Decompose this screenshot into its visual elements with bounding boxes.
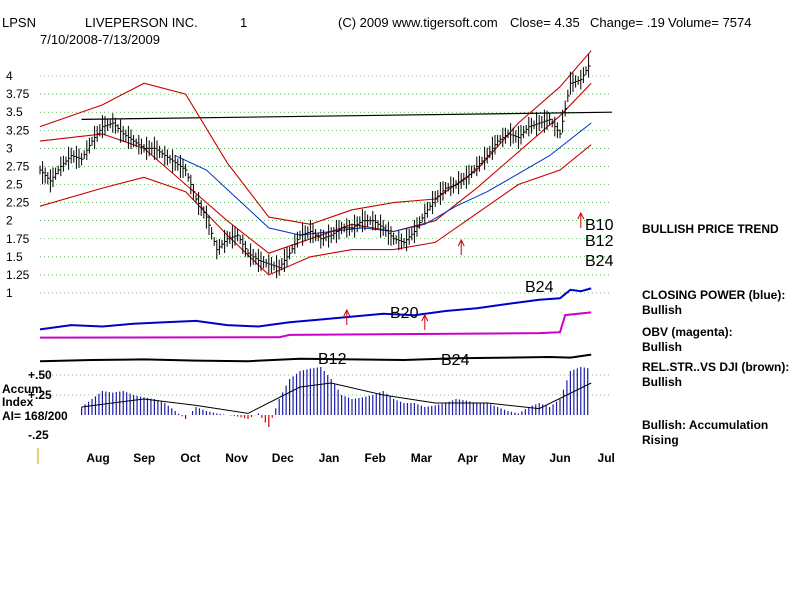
- signal-arrow-head: [457, 238, 465, 247]
- moving-average-line: [174, 122, 592, 236]
- signal-label: B24: [525, 279, 554, 296]
- rel-strength-line: [39, 353, 592, 363]
- price-trend-label: BULLISH PRICE TREND: [642, 222, 779, 236]
- price-tick-label: 1.75: [6, 232, 30, 246]
- signal-label: B24: [585, 253, 614, 270]
- price-tick-label: 2.5: [6, 178, 23, 192]
- lower-band: [39, 144, 592, 276]
- x-axis-label: Sep: [133, 451, 155, 465]
- panel-number: 1: [240, 15, 248, 30]
- copyright: (C) 2009 www.tigersoft.com: [338, 15, 498, 30]
- accum-status: Bullish: Accumulation Rising: [642, 418, 769, 447]
- signal-label: B20: [390, 305, 419, 322]
- accum-tick-label: -.25: [28, 428, 49, 442]
- accum-ma-line: [81, 382, 592, 414]
- x-axis-label: Mar: [411, 451, 433, 465]
- accum-title-2: Index: [2, 395, 34, 409]
- obv-label: OBV (magenta):: [642, 325, 733, 339]
- signal-label: B12: [318, 351, 347, 368]
- rel-str-label: REL.STR..VS DJI (brown):: [642, 360, 790, 374]
- closing-power-value: Bullish: [642, 303, 683, 317]
- x-axis-label: Nov: [225, 451, 248, 465]
- x-axis-label: Jan: [319, 451, 340, 465]
- obv-line: [39, 311, 592, 339]
- resistance-line: [81, 111, 613, 120]
- ticker: LPSN: [2, 15, 36, 30]
- signal-arrow-head: [421, 313, 429, 322]
- x-axis-label: May: [502, 451, 526, 465]
- price-tick-label: 3: [6, 141, 13, 155]
- signal-arrow-head: [343, 308, 351, 317]
- accum-title-1: Accum: [2, 382, 43, 396]
- signal-label: B10: [585, 217, 614, 234]
- change-value: Change= .19: [590, 15, 665, 30]
- x-axis-label: Feb: [365, 451, 386, 465]
- closing-power-line: [39, 287, 592, 331]
- price-tick-label: 1.5: [6, 250, 23, 264]
- x-axis-label: Oct: [180, 451, 200, 465]
- signal-label: B12: [585, 233, 614, 250]
- ai-label: AI= 168/200: [2, 409, 68, 423]
- x-axis-label: Dec: [272, 451, 294, 465]
- x-axis-label: Jun: [549, 451, 570, 465]
- accum-tick-label: +.25: [28, 388, 52, 402]
- signal-arrow-head: [577, 211, 585, 220]
- upper-band: [39, 50, 592, 225]
- volume-value: Volume= 7574: [668, 15, 752, 30]
- price-tick-label: 4: [6, 69, 13, 83]
- date-range: 7/10/2008-7/13/2009: [40, 32, 160, 47]
- price-tick-label: 3.5: [6, 105, 23, 119]
- price-tick-label: 2: [6, 214, 13, 228]
- company-name: LIVEPERSON INC.: [85, 15, 198, 30]
- signal-label: B24: [441, 352, 470, 369]
- price-tick-label: 1.25: [6, 268, 30, 282]
- x-axis-label: Aug: [86, 451, 109, 465]
- closing-power-label: CLOSING POWER (blue):: [642, 288, 786, 302]
- price-tick-label: 3.25: [6, 123, 30, 137]
- x-axis-label: Apr: [457, 451, 478, 465]
- accum-tick-label: +.50: [28, 368, 52, 382]
- price-tick-label: 2.25: [6, 196, 30, 210]
- upper-inner-band: [39, 82, 592, 254]
- obv-value: Bullish: [642, 340, 683, 354]
- rel-str-value: Bullish: [642, 375, 683, 389]
- x-axis-label: Jul: [598, 451, 615, 465]
- price-tick-label: 3.75: [6, 87, 30, 101]
- close-value: Close= 4.35: [510, 15, 580, 30]
- price-tick-label: 2.75: [6, 159, 30, 173]
- price-tick-label: 1: [6, 286, 13, 300]
